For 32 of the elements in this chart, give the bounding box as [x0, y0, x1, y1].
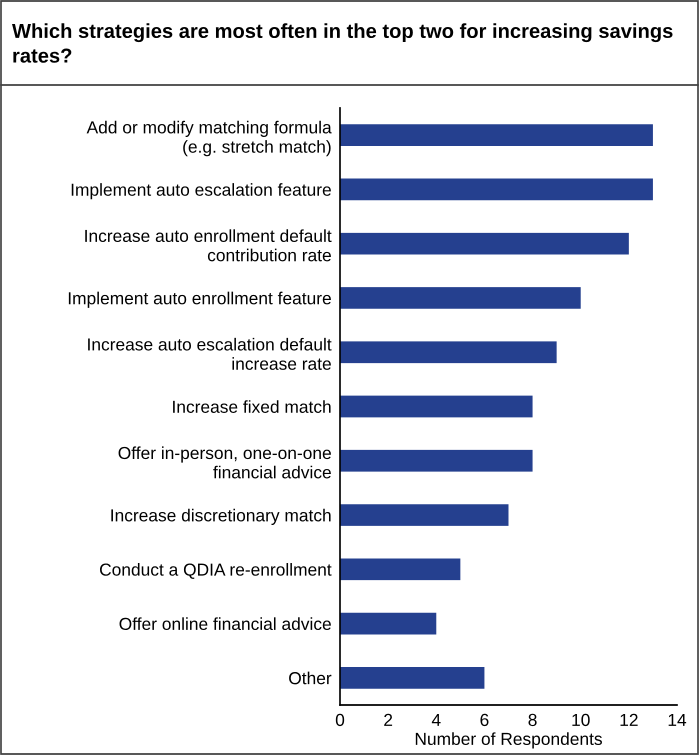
bar	[340, 450, 533, 472]
x-tick-label: 4	[432, 714, 441, 726]
y-tick-label: Increase auto enrollment default contribution rate	[85, 229, 332, 262]
x-tick-label: 8	[528, 714, 537, 726]
y-tick-label: Add or modify matching formula (e.g. stretch match)	[86, 120, 332, 156]
bar	[340, 232, 629, 255]
bar	[340, 341, 557, 364]
x-axis-title: Number of Respondents	[416, 732, 602, 748]
y-tick-label: Offer online financial advice	[120, 617, 331, 630]
bar	[340, 178, 653, 200]
y-tick-label: Implement auto enrollment feature	[68, 292, 331, 308]
chart-title: Which strategies are most often in the top two for increasing savings rates?	[12, 23, 673, 63]
y-tick-label: Increase discretionary match	[111, 508, 331, 525]
bar	[340, 667, 484, 689]
y-tick-label: Increase auto escalation default increase rate	[88, 338, 332, 370]
bar	[340, 558, 460, 580]
bar	[340, 124, 653, 146]
y-tick-label: Conduct a QDIA re-enrollment	[100, 563, 332, 579]
y-tick-label: Offer in-person, one-on-one financial advice	[118, 446, 331, 478]
y-tick-label: Other	[289, 672, 332, 684]
x-tick-label: 2	[384, 714, 392, 726]
x-tick-label: 10	[572, 714, 590, 726]
bar	[340, 612, 436, 634]
x-tick-label: 14	[668, 714, 686, 726]
x-tick-label: 6	[480, 714, 488, 726]
bar	[340, 504, 508, 526]
x-tick-label: 0	[336, 714, 344, 726]
bar	[340, 396, 533, 418]
bar	[340, 287, 581, 309]
x-tick-label: 12	[620, 714, 638, 726]
y-tick-label: Implement auto escalation feature	[72, 183, 331, 200]
y-tick-label: Increase fixed match	[173, 400, 331, 413]
